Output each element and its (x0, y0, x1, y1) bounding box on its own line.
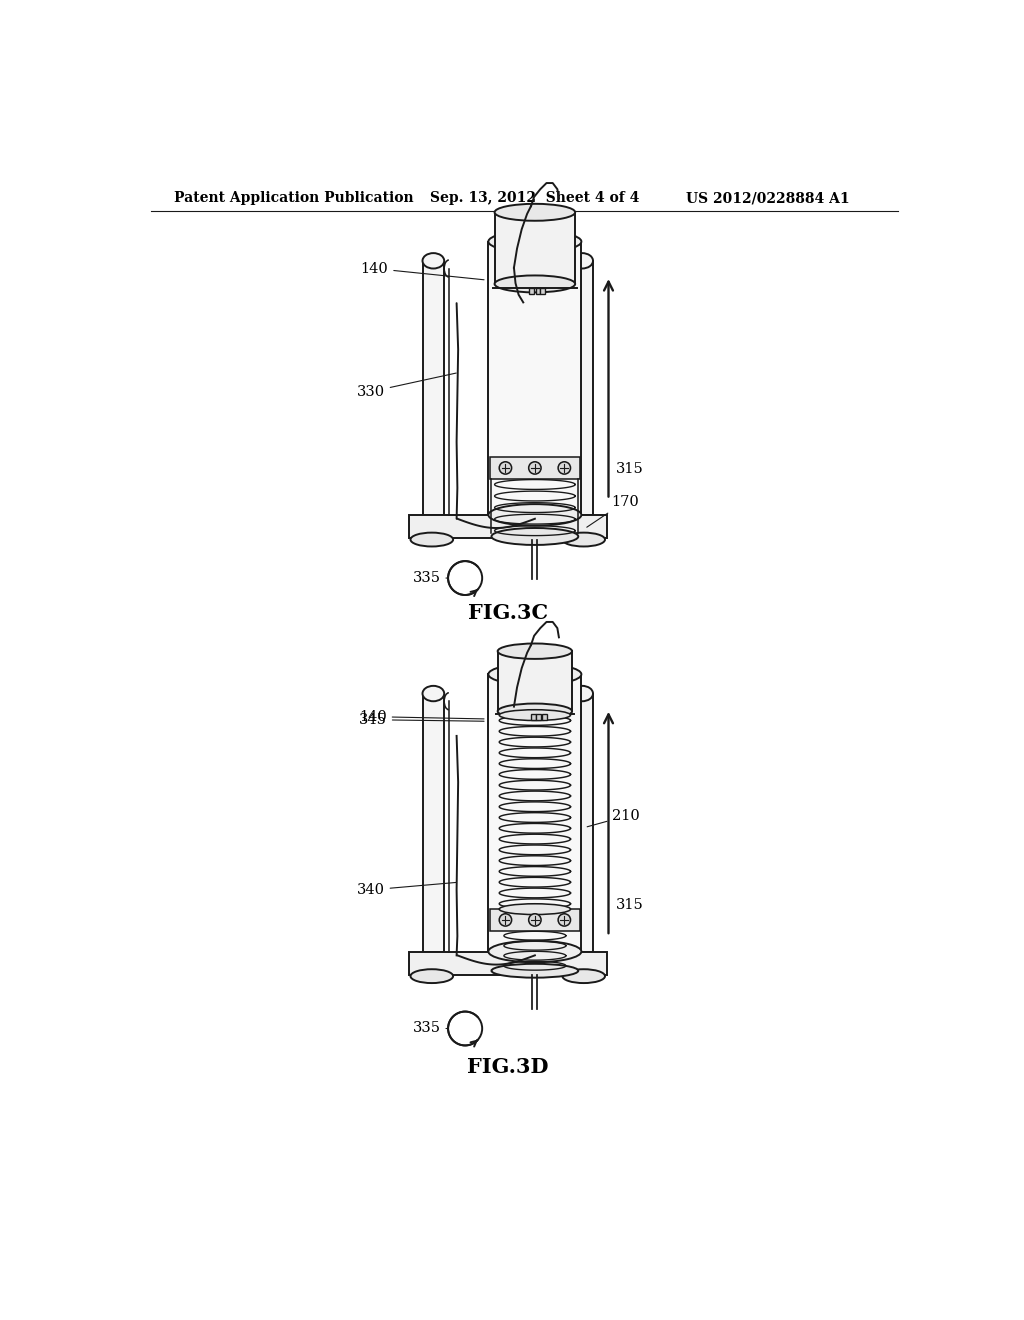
Bar (495, 213, 575, 284)
Text: Patent Application Publication: Patent Application Publication (174, 191, 414, 206)
Ellipse shape (562, 533, 605, 546)
Bar (529, 288, 535, 294)
Text: 335: 335 (413, 572, 449, 585)
Ellipse shape (498, 704, 572, 719)
Ellipse shape (423, 686, 444, 701)
Bar (489, 909, 580, 931)
Ellipse shape (495, 203, 575, 220)
Ellipse shape (492, 528, 579, 545)
Ellipse shape (411, 969, 453, 983)
Text: FIG.3C: FIG.3C (468, 603, 548, 623)
Ellipse shape (562, 969, 605, 983)
Text: Sep. 13, 2012  Sheet 4 of 4: Sep. 13, 2012 Sheet 4 of 4 (430, 191, 640, 206)
Ellipse shape (488, 504, 582, 525)
Ellipse shape (571, 686, 593, 701)
Text: 315: 315 (616, 462, 644, 475)
Ellipse shape (423, 253, 444, 268)
Bar (488, 675, 582, 952)
Circle shape (528, 913, 541, 927)
Circle shape (528, 462, 541, 474)
Text: 140: 140 (359, 710, 484, 723)
Ellipse shape (488, 664, 582, 685)
Bar (536, 288, 541, 294)
Circle shape (500, 462, 512, 474)
Ellipse shape (571, 253, 593, 268)
Bar (537, 714, 541, 719)
Bar (409, 952, 607, 974)
Ellipse shape (488, 941, 582, 962)
Text: 210: 210 (587, 809, 640, 826)
Text: 340: 340 (356, 883, 456, 896)
Text: 315: 315 (616, 899, 644, 912)
Bar (498, 651, 572, 711)
Ellipse shape (500, 710, 570, 721)
Ellipse shape (488, 231, 582, 252)
Bar (423, 693, 444, 952)
Ellipse shape (492, 964, 579, 978)
Text: 170: 170 (587, 495, 639, 527)
Ellipse shape (495, 276, 575, 293)
Text: 330: 330 (356, 374, 457, 399)
Bar (541, 288, 545, 294)
Circle shape (558, 462, 570, 474)
Ellipse shape (500, 904, 570, 915)
Bar (542, 714, 547, 719)
Bar (409, 515, 607, 539)
Bar (489, 457, 580, 479)
Bar (571, 693, 593, 952)
Text: FIG.3D: FIG.3D (467, 1057, 549, 1077)
Bar (531, 714, 536, 719)
Circle shape (558, 913, 570, 927)
Circle shape (500, 913, 512, 927)
Text: 335: 335 (413, 1022, 449, 1035)
Bar (571, 261, 593, 515)
Bar (488, 242, 582, 515)
Text: US 2012/0228884 A1: US 2012/0228884 A1 (686, 191, 850, 206)
Text: 345: 345 (359, 713, 484, 727)
Text: 140: 140 (360, 261, 484, 280)
Bar (423, 261, 444, 515)
Ellipse shape (498, 644, 572, 659)
Ellipse shape (411, 533, 453, 546)
